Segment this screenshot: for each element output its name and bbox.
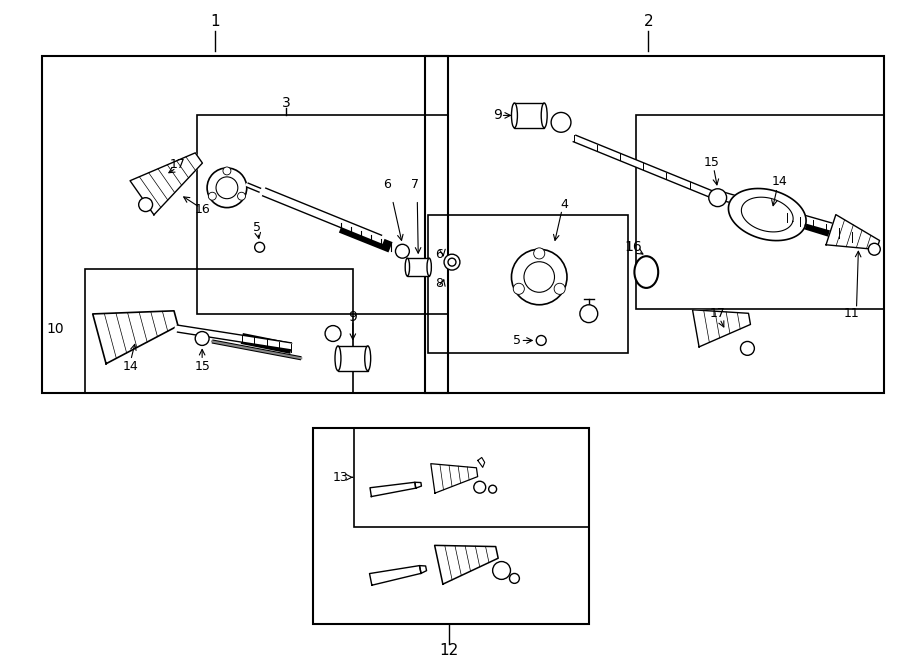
Text: 4: 4: [560, 198, 568, 211]
Circle shape: [489, 485, 497, 493]
Text: 6: 6: [383, 178, 392, 191]
Circle shape: [554, 284, 565, 294]
Circle shape: [551, 112, 571, 132]
Circle shape: [741, 342, 754, 356]
Circle shape: [255, 243, 265, 253]
Ellipse shape: [405, 258, 410, 276]
Circle shape: [473, 481, 486, 493]
Bar: [354, 428, 589, 527]
Bar: [197, 116, 448, 314]
Ellipse shape: [364, 346, 371, 371]
Bar: [338, 346, 368, 371]
Bar: [428, 215, 628, 354]
Polygon shape: [370, 483, 416, 496]
Ellipse shape: [335, 346, 341, 371]
Text: 16: 16: [194, 203, 210, 216]
Text: 3: 3: [282, 96, 291, 110]
Circle shape: [534, 248, 544, 259]
Circle shape: [195, 332, 209, 346]
Circle shape: [536, 336, 546, 346]
Text: 15: 15: [194, 360, 210, 373]
Circle shape: [395, 245, 410, 258]
Bar: [313, 428, 589, 624]
Circle shape: [448, 258, 456, 266]
Circle shape: [524, 262, 554, 292]
Polygon shape: [431, 463, 478, 493]
Text: 8: 8: [435, 278, 443, 290]
Text: 14: 14: [123, 360, 139, 373]
Polygon shape: [728, 188, 806, 241]
Bar: [408, 258, 429, 276]
Text: 13: 13: [333, 471, 349, 484]
Circle shape: [325, 326, 341, 342]
Circle shape: [492, 562, 510, 580]
Polygon shape: [370, 566, 421, 585]
Polygon shape: [93, 311, 178, 364]
Circle shape: [223, 167, 231, 175]
Bar: [425, 56, 885, 393]
Text: 15: 15: [704, 155, 720, 169]
Bar: [86, 269, 353, 393]
Text: 7: 7: [411, 178, 419, 191]
Ellipse shape: [541, 103, 547, 128]
Bar: [41, 56, 448, 393]
Circle shape: [509, 574, 519, 584]
Circle shape: [709, 189, 726, 207]
Circle shape: [868, 243, 880, 255]
Text: 6: 6: [436, 248, 443, 260]
Polygon shape: [130, 153, 202, 215]
Text: 5: 5: [513, 334, 521, 347]
Polygon shape: [826, 215, 879, 250]
Ellipse shape: [511, 103, 517, 128]
Polygon shape: [419, 566, 427, 573]
Bar: [636, 116, 885, 309]
Ellipse shape: [634, 256, 658, 288]
Circle shape: [209, 192, 216, 200]
Text: 11: 11: [843, 307, 860, 320]
Text: 17: 17: [169, 159, 185, 171]
Text: 12: 12: [439, 643, 459, 658]
Polygon shape: [415, 483, 421, 488]
Text: 2: 2: [644, 14, 653, 28]
Polygon shape: [435, 545, 499, 584]
Text: 14: 14: [771, 175, 787, 188]
Text: 9: 9: [348, 309, 357, 324]
Ellipse shape: [427, 258, 431, 276]
Circle shape: [511, 249, 567, 305]
Text: 9: 9: [493, 108, 502, 122]
Polygon shape: [692, 310, 751, 347]
Text: 16: 16: [625, 240, 643, 254]
Text: 1: 1: [211, 14, 220, 28]
Text: 10: 10: [47, 321, 64, 336]
Circle shape: [238, 192, 246, 200]
Text: 17: 17: [710, 307, 725, 320]
Circle shape: [580, 305, 598, 323]
Text: 5: 5: [253, 221, 261, 234]
Circle shape: [139, 198, 153, 212]
Circle shape: [216, 177, 238, 199]
Circle shape: [207, 168, 247, 208]
Bar: [515, 103, 544, 128]
Circle shape: [513, 284, 525, 294]
Circle shape: [444, 254, 460, 270]
